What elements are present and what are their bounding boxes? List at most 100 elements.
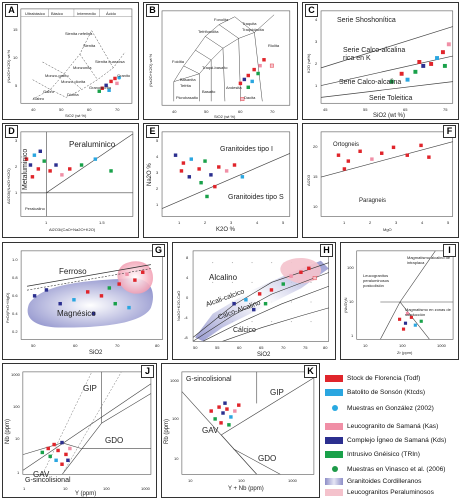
x-axis-label: Y + Nb (ppm) — [228, 486, 264, 492]
field-gabro: Gabro — [43, 89, 55, 94]
y-tick: 0.4 — [12, 311, 18, 316]
field-traquita: Traquita — [242, 21, 257, 26]
legend-swatch — [325, 423, 343, 430]
legend-label: Batolito de Sonsón (Ktcds) — [347, 389, 426, 396]
field-granodiorita: Granodiorita — [89, 85, 112, 90]
field-gabro-2: Gabro — [33, 96, 45, 101]
x-tick: 80 — [155, 343, 160, 348]
panel-label: J — [141, 365, 154, 378]
y-axis-label: FeO/(FeO+MgO) — [5, 292, 10, 323]
panel-i: Magmatismo alcalino de intraplaca Leucog… — [340, 242, 459, 360]
panel-g: Ferroso Magnésico 50 60 70 80 0.2 0.4 0.… — [2, 242, 168, 360]
x-tick: 3 — [395, 220, 398, 225]
x-tick: 60 — [238, 109, 243, 114]
y-axis-label: Al2O3 — [306, 174, 311, 186]
panel-label: A — [5, 4, 18, 17]
x-tick: 1 — [23, 486, 26, 491]
x-tick: 10 — [188, 478, 193, 483]
x-axis-label: SiO2 (wt %) — [373, 113, 406, 119]
y-axis-label: Na2O+K2O-CaO — [176, 290, 181, 321]
y-tick: 1000 — [170, 378, 179, 383]
field-intermedio: Intermedio — [77, 11, 96, 16]
x-tick: 5 — [447, 220, 450, 225]
y-tick: 8 — [186, 255, 189, 260]
field-ultrabasico: Ultrabásico — [25, 11, 46, 16]
y-tick: 10 — [15, 436, 20, 441]
legend-item: Batolito de Sonsón (Ktcds) — [324, 387, 461, 400]
field-riolita: Riolita — [268, 43, 280, 48]
x-tick: 3 — [230, 220, 233, 225]
field-peralcalino: Peralcalino — [25, 206, 45, 211]
field-monzo-gabro: Monzo-gabro — [45, 73, 69, 78]
panel-h: Alcalino Alcali-calcico Calco-Alcalino C… — [172, 242, 336, 360]
x-tick: 70 — [270, 109, 275, 114]
x-tick: 45 — [323, 107, 328, 112]
legend-label: Leucogranitos Peraluminosos — [347, 489, 434, 496]
x-tick: 70 — [115, 107, 120, 112]
field-sienita-nefelina: Sienita nefelina — [65, 31, 93, 36]
y-tick: 15 — [313, 174, 318, 179]
y-tick: 0.6 — [12, 293, 18, 298]
legend-label: Muestras en Vinasco et al. (2006) — [347, 466, 446, 473]
field-toleitica: Serie Toleitica — [369, 95, 413, 102]
panel-label: H — [320, 244, 333, 257]
x-tick: 1 — [178, 220, 181, 225]
y-tick: 4 — [315, 17, 318, 22]
legend-item: Intrusivo Gnéisico (TRIn) — [324, 449, 461, 462]
y-axis-label: Rb (ppm) — [164, 418, 170, 444]
field-calco-alcalina-k: Serie Calco-alcalina rica en K — [343, 47, 406, 62]
panel-k: G-sincolisional GIP GAV GDO 10 100 1000 … — [161, 363, 320, 498]
x-tick: 75 — [303, 345, 308, 350]
panel-d: Metaluminico Peraluminico Peralcalino 1 … — [2, 123, 139, 238]
panel-label: B — [146, 4, 159, 17]
field-monzo-diorita: Monzo-diorita — [61, 79, 86, 84]
panel-label: G — [152, 244, 165, 257]
field-gip: GIP — [270, 388, 284, 397]
field-gdo: GDO — [105, 436, 124, 445]
y-tick: 4 — [156, 154, 159, 159]
x-axis-label: Al2O3/(CaO+Na2O+K2O) — [49, 227, 96, 232]
field-gav: GAV — [33, 470, 50, 479]
y-tick: 100 — [172, 416, 179, 421]
field-gav: GAV — [202, 426, 219, 435]
x-tick: 40 — [31, 107, 36, 112]
x-tick: 10 — [63, 486, 68, 491]
legend-swatch — [325, 375, 343, 382]
y-tick: 5 — [156, 138, 159, 143]
y-axis-label: (Na2O+K2O) wt % — [6, 49, 11, 83]
legend-item: Muestras en Vinasco et al. (2006) — [324, 464, 461, 477]
y-tick: 1000 — [11, 372, 20, 377]
field-peraluminico: Peraluminico — [69, 140, 116, 149]
y-tick: 0.8 — [12, 275, 18, 280]
field-basico: Básico — [51, 11, 64, 16]
y-tick: 2 — [156, 186, 159, 191]
y-tick: 1 — [351, 333, 354, 338]
x-tick: 1 — [343, 220, 346, 225]
panel-label: I — [443, 244, 456, 257]
field-gdo: GDO — [258, 454, 277, 463]
field-alcalino: Alcalino — [209, 273, 238, 282]
panel-label: K — [304, 365, 317, 378]
x-axis-label: SiO2 (wt %) — [214, 114, 236, 119]
x-tick: 70 — [115, 343, 120, 348]
panel-a: Ultrabásico Básico Intermedio Ácido Sien… — [2, 2, 139, 120]
y-tick: 1 — [15, 190, 18, 195]
y-axis-label: K2O (wt%) — [306, 53, 311, 73]
panel-label: D — [5, 125, 18, 138]
field-g-sincolisional: G-sincolisional — [186, 376, 232, 383]
field-tefrita: Tefrita — [180, 83, 191, 88]
field-basanita: Basanita — [180, 77, 196, 82]
y-tick: 20 — [313, 144, 318, 149]
x-tick: 55 — [215, 345, 220, 350]
field-ferroso: Ferroso — [59, 267, 87, 276]
x-tick: 1000 — [141, 486, 150, 491]
legend-swatch — [325, 478, 343, 485]
field-tefrifonolita: Tefrifonolita — [198, 29, 219, 34]
field-diorita: Diorita — [67, 92, 79, 97]
legend-label: Complejo Ígneo de Samaná (Kds) — [347, 437, 447, 444]
y-tick: -4 — [184, 315, 188, 320]
field-leucogranitos-postcolision: Leucogranitos peraluminosos postcolisión — [363, 273, 390, 288]
y-tick: -8 — [184, 335, 188, 340]
y-tick: 3 — [15, 138, 18, 143]
panel-j: GIP GDO GAV G-sincolisional 1 10 100 100… — [2, 363, 157, 498]
